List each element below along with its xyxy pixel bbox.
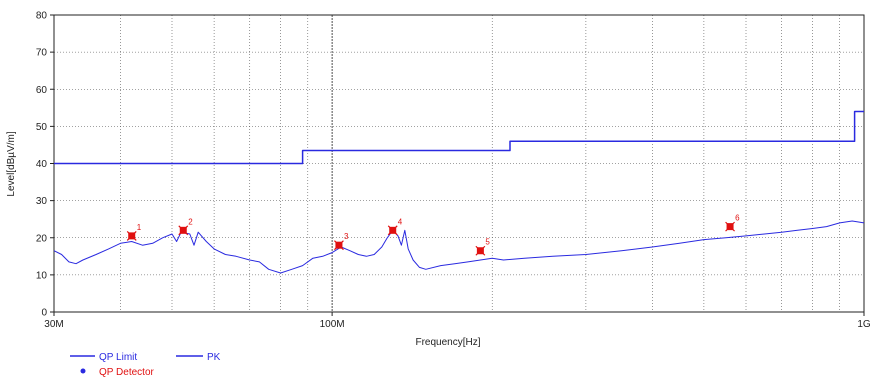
x-axis-ticks: 30M 100M 1G — [44, 312, 871, 330]
y-axis-ticks: 0 10 20 30 40 50 60 70 80 — [36, 11, 54, 319]
x-tick-label: 1G — [857, 319, 871, 330]
qp-detector-marker-label: 5 — [485, 238, 490, 247]
legend-qp-limit-label: QP Limit — [99, 352, 137, 363]
qp-detector-marker-label: 2 — [188, 217, 193, 226]
x-axis-label: Frequency[Hz] — [415, 337, 480, 348]
qp-detector-marker-cross — [725, 221, 735, 232]
y-axis-label: Level[dBµV/m] — [6, 131, 17, 196]
y-tick-label: 60 — [36, 85, 48, 96]
y-tick-label: 30 — [36, 196, 48, 207]
qp-detector-marker-label: 3 — [344, 232, 349, 241]
y-tick-label: 20 — [36, 233, 48, 244]
y-tick-label: 10 — [36, 270, 48, 281]
y-tick-label: 50 — [36, 122, 48, 133]
qp-detector-marker-label: 4 — [398, 217, 403, 226]
qp-detector-marker-cross — [334, 240, 344, 251]
y-tick-label: 0 — [41, 308, 47, 319]
qp-detector-marker-label: 1 — [137, 223, 142, 232]
qp-detector-marker-cross — [178, 225, 189, 236]
y-tick-label: 80 — [36, 11, 48, 22]
legend-pk-label: PK — [207, 352, 221, 363]
y-tick-label: 70 — [36, 48, 48, 59]
qp-detector-marker-cross — [126, 230, 137, 241]
qp-detector-marker-cross — [475, 245, 486, 256]
qp-detector-marker-label: 6 — [735, 214, 740, 223]
qp-limit-line — [54, 110, 864, 165]
x-tick-label: 100M — [320, 319, 345, 330]
y-tick-label: 40 — [36, 159, 48, 170]
qp-detector-marker-cross — [387, 225, 398, 236]
legend-qp-detector-label: QP Detector — [99, 367, 155, 378]
legend: QP Limit PK QP Detector — [70, 352, 221, 378]
x-tick-label: 30M — [44, 319, 63, 330]
series-layer — [53, 110, 865, 274]
qp-detector-markers: 1 2 3 4 5 6 — [126, 214, 740, 256]
pk-line — [53, 220, 865, 274]
legend-qp-detector-dot — [80, 368, 86, 374]
